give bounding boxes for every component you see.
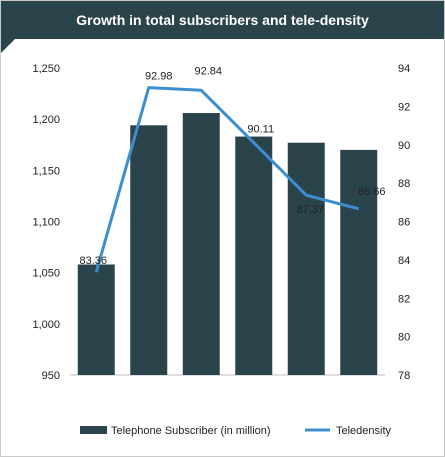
title-bar [1, 1, 444, 39]
y-left-tick-label: 1,250 [32, 63, 60, 75]
y-right-tick-label: 88 [398, 178, 410, 190]
line-teledensity [94, 86, 360, 273]
bar-subscribers [182, 113, 220, 375]
teledensity-data-label: 90.11 [247, 124, 274, 136]
bar-subscribers [77, 264, 115, 375]
y-right-tick-label: 92 [398, 101, 410, 113]
teledensity-data-label: 83.36 [79, 255, 107, 267]
y-right-tick-label: 86 [398, 217, 410, 229]
y-left-tick-label: 1,050 [32, 268, 60, 280]
y-right-tick-label: 94 [398, 63, 410, 75]
legend-label-teledensity: Teledensity [336, 425, 392, 437]
y-right-tick-label: 90 [398, 140, 410, 152]
bar-subscribers [340, 149, 378, 375]
y-left-tick-label: 1,000 [32, 319, 60, 331]
bar-subscribers [287, 142, 325, 375]
bar-subscribers [130, 125, 168, 375]
y-right-tick-label: 82 [398, 293, 410, 305]
teledensity-data-label: 87.37 [296, 204, 324, 216]
y-right-tick-label: 84 [398, 255, 410, 267]
teledensity-data-label: 86.66 [358, 186, 386, 198]
y-left-tick-label: 950 [42, 370, 60, 382]
teledensity-data-label: 92.84 [194, 65, 222, 77]
y-right-tick-label: 78 [398, 370, 410, 382]
teledensity-data-label: 92.98 [145, 71, 173, 83]
title-corner-decoration [1, 39, 15, 53]
legend-label-subscribers: Telephone Subscriber (in million) [111, 425, 271, 437]
y-right-tick-label: 80 [398, 332, 410, 344]
y-left-tick-label: 1,150 [32, 165, 60, 177]
legend-swatch-subscribers [80, 426, 107, 434]
y-left-tick-label: 1,100 [32, 217, 60, 229]
chart-title: Growth in total subscribers and tele-den… [76, 12, 369, 28]
y-left-tick-label: 1,200 [32, 114, 60, 126]
bar-subscribers [235, 136, 273, 375]
